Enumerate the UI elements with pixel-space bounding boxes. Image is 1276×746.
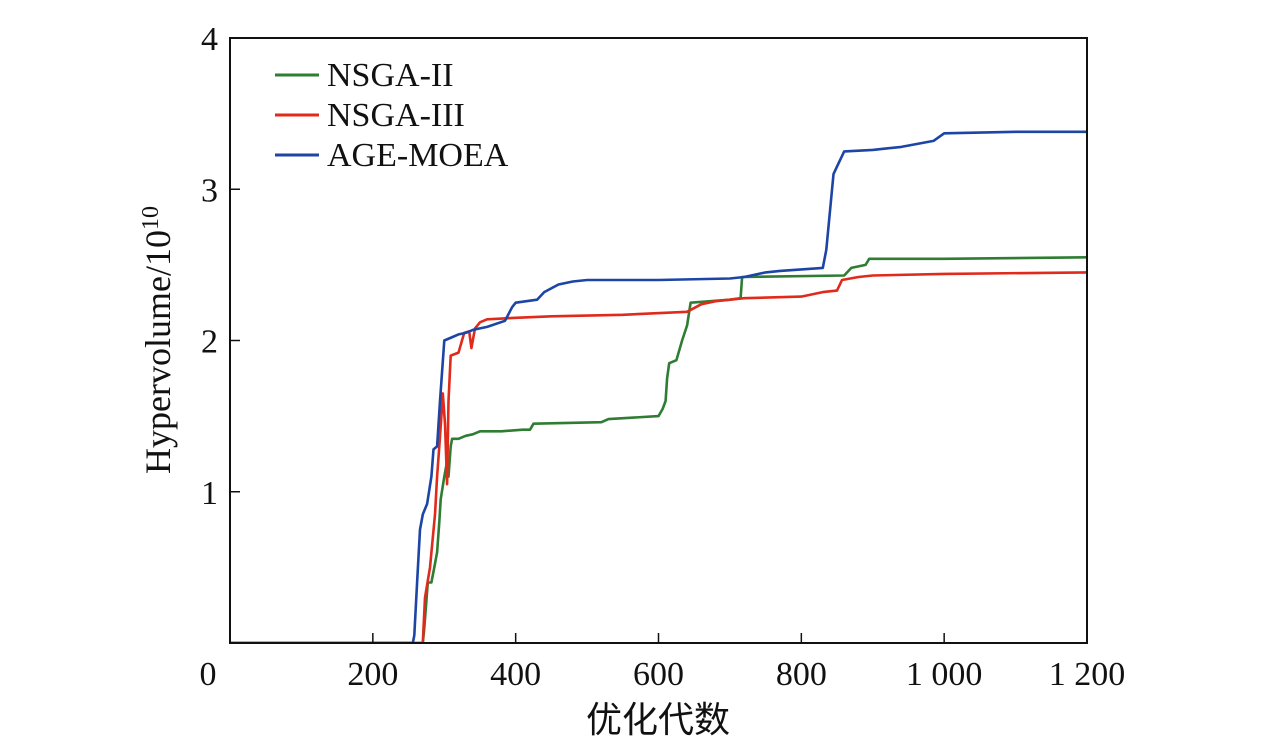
series-group	[230, 130, 1087, 643]
y-axis-title-exponent: 10	[138, 206, 164, 230]
y-tick-label: 3	[201, 172, 218, 209]
legend-label-age-moea: AGE-MOEA	[327, 137, 509, 174]
y-axis-title-base: Hypervolume/10	[138, 230, 178, 474]
y-axis-title: Hypervolume/1010	[138, 206, 178, 474]
ticks-group	[230, 188, 945, 643]
y-tick-label: 4	[201, 21, 218, 58]
y-tick-label: 1	[201, 475, 218, 512]
x-tick-label: 600	[633, 656, 684, 693]
series-line-nsga-iii	[230, 271, 1087, 643]
x-tick-label: 800	[776, 656, 827, 693]
x-tick-label: 1 200	[1049, 656, 1126, 693]
legend-label-nsga-ii: NSGA-II	[327, 57, 454, 94]
tick-labels-group: 0 200 400 600 800 1 000 1 200 1 2 3 4	[200, 21, 1126, 693]
x-tick-label: 1 000	[906, 656, 983, 693]
y-tick-label: 2	[201, 324, 218, 361]
series-line-age-moea	[230, 130, 1087, 643]
x-tick-label: 400	[490, 656, 541, 693]
x-axis-title: 优化代数	[586, 700, 730, 740]
legend-label-nsga-iii: NSGA-III	[327, 97, 465, 134]
x-tick-label: 200	[347, 656, 398, 693]
series-line-nsga-ii	[230, 256, 1087, 643]
x-tick-label: 0	[200, 656, 217, 693]
